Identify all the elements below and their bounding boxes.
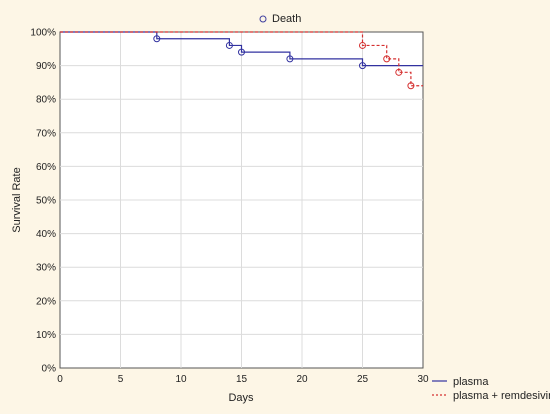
death-marker-0: [238, 48, 245, 56]
death-marker-1: [407, 82, 415, 90]
x-tick-label: 10: [175, 374, 187, 385]
death-marker-1: [359, 41, 366, 49]
tick-labels: 0 5 10 15 20 25 30 0% 10% 20% 30% 40% 50% 60% 70% 80% 90…: [30, 28, 429, 386]
death-marker-legend-icon: [259, 15, 267, 23]
y-axis-title: Survival Rate: [11, 167, 23, 232]
y-tick-label: 100%: [30, 28, 56, 39]
y-tick-label: 0%: [42, 364, 57, 375]
death-marker-0: [286, 55, 294, 63]
series-layer: [60, 31, 423, 90]
y-tick-label: 20%: [36, 296, 56, 307]
x-tick-label: 25: [357, 374, 369, 385]
x-tick-label: 5: [118, 374, 124, 385]
death-marker-1: [383, 55, 391, 63]
y-tick-label: 60%: [36, 162, 56, 173]
x-axis-title: Days: [228, 392, 254, 404]
series-legend: plasma plasma + remdesivir: [432, 376, 550, 402]
y-tick-label: 30%: [36, 263, 56, 274]
marker-legend: Death: [259, 13, 301, 25]
grid-lines: [60, 32, 423, 368]
death-marker-1: [395, 68, 403, 76]
death-legend-label: Death: [272, 13, 301, 25]
legend-label-plasma: plasma: [453, 376, 489, 388]
y-tick-label: 10%: [36, 330, 56, 341]
y-tick-label: 80%: [36, 95, 56, 106]
y-tick-label: 70%: [36, 128, 56, 139]
legend-label-plasma-remdesivir: plasma + remdesivir: [453, 390, 550, 402]
x-tick-label: 20: [296, 374, 308, 385]
y-tick-label: 50%: [36, 196, 56, 207]
death-marker-0: [359, 62, 366, 70]
series-line-1: [60, 31, 423, 87]
x-tick-label: 30: [417, 374, 429, 385]
y-tick-label: 90%: [36, 61, 56, 72]
death-marker-0: [225, 41, 233, 49]
x-tick-label: 15: [236, 374, 248, 385]
x-tick-label: 0: [57, 374, 63, 385]
y-tick-label: 40%: [36, 229, 56, 240]
death-marker-0: [153, 35, 161, 43]
